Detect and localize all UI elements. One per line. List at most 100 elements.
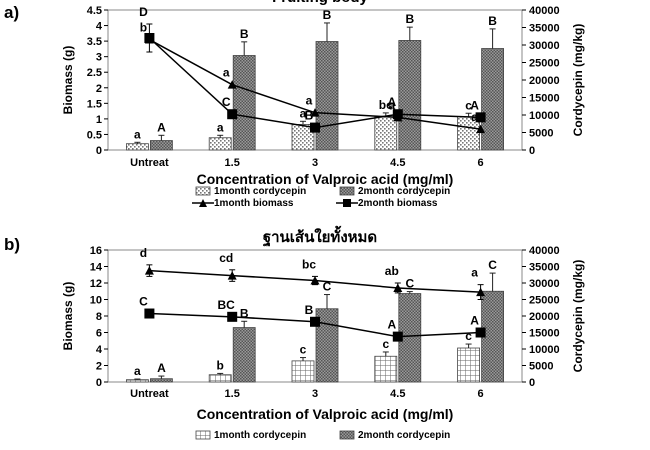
marker-square [475,112,486,123]
significance-letter: B [405,12,414,26]
significance-letter: d [140,246,147,260]
significance-letter: bc [379,98,393,112]
significance-letter: a [134,364,141,378]
significance-letter: a [134,127,141,141]
panel-label: b) [4,235,20,254]
right-tick-label: 25000 [529,58,560,70]
chart-panel-a: a) Fruiting body 0 0.5 1 1.5 2 2.5 3 3.5 4 4.5 0 5000… [4,0,585,209]
x-tick-label: Untreat [130,157,169,169]
significance-letter: A [157,361,166,375]
legend-item: 1month cordycepin [195,186,306,197]
marker-triangle [227,271,237,280]
left-tick-label: 3.5 [87,36,102,48]
legend-label: 2month biomass [358,198,438,209]
legend-swatch [195,186,211,196]
left-tick-label: 4 [96,21,103,33]
bar-1month-cordycepin-0 [126,143,149,151]
legend-label: 1month cordycepin [214,430,306,441]
significance-letter: ab [385,264,399,278]
right-tick-label: 40000 [529,5,560,17]
x-tick-label: 1.5 [225,388,240,400]
legend-label: 1month cordycepin [214,186,306,197]
marker-square [310,316,320,327]
bar-1month-cordycepin-3 [374,116,398,151]
marker-triangle [476,124,486,134]
significance-letter: B [305,109,314,123]
bar-2month-cordycepin-0 [149,378,173,383]
right-tick-label: 5000 [529,361,553,373]
right-tick-label: 35000 [529,23,560,35]
legend-label: 1month biomass [214,198,294,209]
right-tick-label: 30000 [529,278,560,290]
significance-letter: a [223,66,230,80]
right-tick-label: 15000 [529,93,560,105]
right-tick-label: 40000 [529,245,560,257]
left-tick-label: 0.5 [87,129,102,141]
left-tick-label: 10 [90,295,102,307]
significance-letter: cd [219,251,233,265]
x-axis-title: Concentration of Valproic acid (mg/ml) [197,406,454,422]
significance-letter: B [323,8,332,22]
marker-square [144,33,155,43]
significance-letter: C [222,95,231,109]
significance-letter: c [465,98,472,112]
significance-letter: D [139,5,148,19]
significance-letter: A [470,314,479,328]
bar-1month-cordycepin-2 [291,360,315,383]
panel-title: ฐานเส้นใยทั้งหมด [263,225,377,247]
marker-square [227,109,238,120]
x-tick-label: 6 [478,388,484,400]
marker-square [392,109,403,120]
panel-label: a) [4,3,19,22]
right-tick-label: 20000 [529,75,560,87]
chart-panel-b: b) ฐานเส้นใยทั้งหมด 0 2 4 6 8 10 12 14 16 0 5000 1000… [4,225,585,441]
x-tick-label: 6 [478,157,484,169]
significance-letter: A [387,318,396,332]
bar-1month-cordycepin-1 [208,137,232,151]
left-tick-label: 1 [96,114,102,126]
right-tick-label: 10000 [529,110,560,122]
legend-swatch [195,430,211,440]
legend-item: 2month cordycepin [339,430,450,441]
left-tick-label: 14 [90,262,103,274]
right-tick-label: 10000 [529,344,560,356]
bar-2month-cordycepin-1 [232,55,256,151]
significance-letter: A [157,120,166,134]
significance-letter: B [305,303,314,317]
legend-label: 2month cordycepin [358,430,450,441]
right-axis-title: Cordycepin (mg/kg) [571,260,585,373]
right-tick-label: 5000 [529,128,553,140]
significance-letter: b [140,21,147,35]
marker-square [144,308,155,319]
significance-letter: A [387,95,396,109]
left-tick-label: 0 [96,377,102,389]
x-tick-label: Untreat [130,388,169,400]
right-tick-label: 0 [529,145,535,157]
significance-letter: BC [218,298,236,312]
x-axis-title: Concentration of Valproic acid (mg/ml) [197,171,454,187]
right-tick-label: 35000 [529,262,560,274]
marker-triangle [227,80,237,89]
legend-label: 2month cordycepin [358,186,450,197]
marker-square [392,331,403,342]
legend-swatch [339,430,355,440]
bar-2month-cordycepin-3 [398,40,422,151]
legend-marker-triangle [199,199,207,207]
left-tick-label: 8 [96,311,102,323]
marker-triangle [310,276,320,285]
significance-letter: a [388,98,395,112]
marker-square [227,311,238,322]
panel-title: Fruiting body [272,0,368,6]
right-tick-label: 20000 [529,311,560,323]
significance-letter: C [323,280,332,294]
legend-item: 1month biomass [192,198,294,209]
bar-2month-cordycepin-0 [149,140,173,151]
bar-2month-cordycepin-2 [315,41,339,151]
significance-letter: C [488,258,497,272]
significance-letter: b [217,358,224,372]
legend-swatch [339,186,355,196]
bar-1month-cordycepin-4 [457,347,481,383]
marker-triangle [144,266,154,275]
bar-1month-cordycepin-0 [126,379,149,383]
